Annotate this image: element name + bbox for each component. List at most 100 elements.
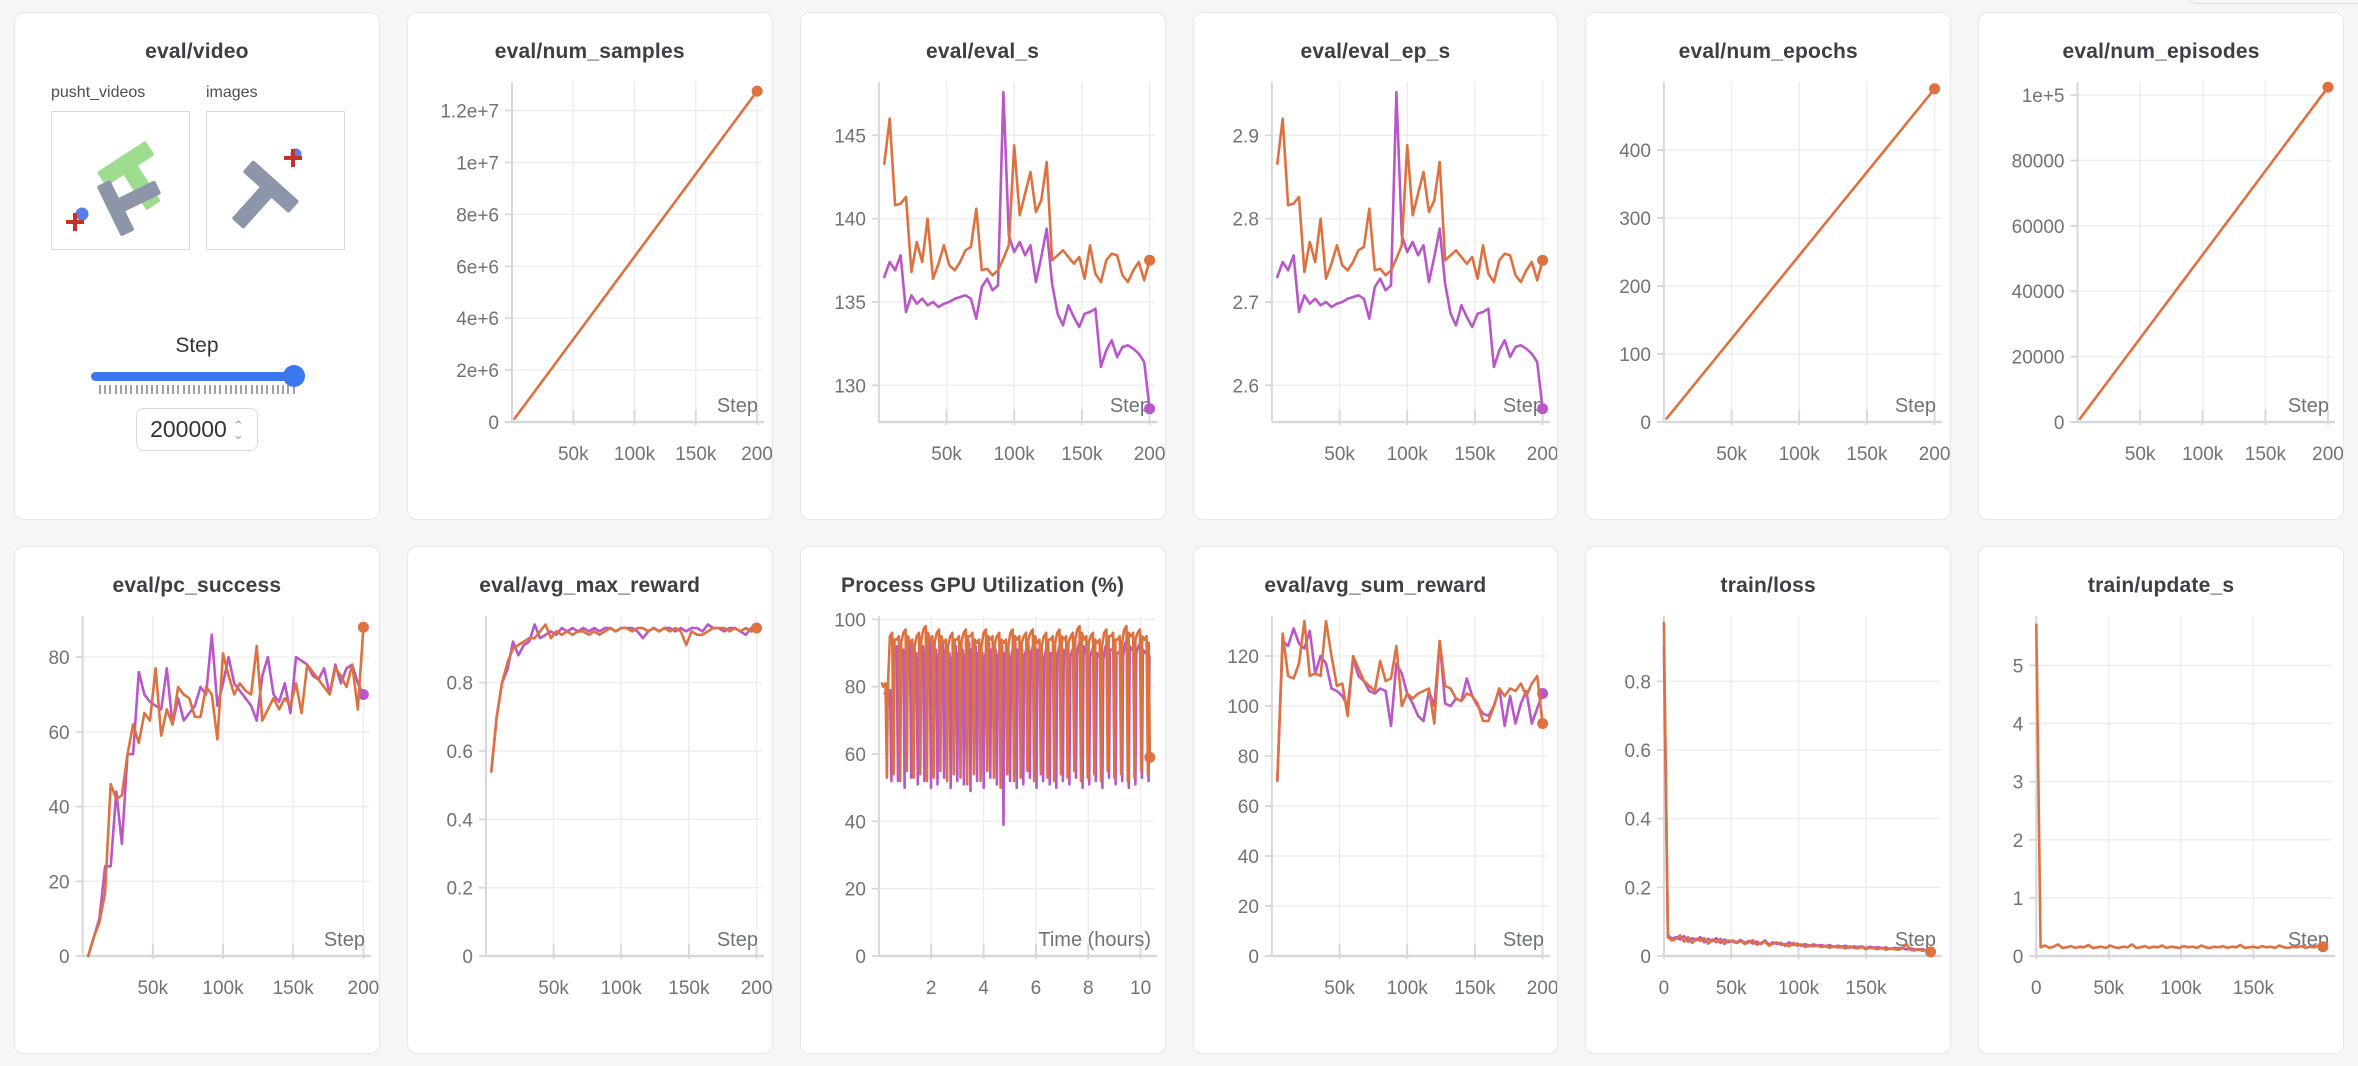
svg-text:0.6: 0.6 <box>1625 741 1651 762</box>
chart-panel-train_update_s: train/update_s 0 50k 100k 150k 0 1 2 3 4 5 Step <box>1978 546 2344 1054</box>
media-cell-pusht-videos: pusht_videos <box>51 84 190 250</box>
svg-text:0: 0 <box>1248 947 1259 968</box>
chart-title: eval/eval_s <box>926 40 1040 63</box>
svg-text:150k: 150k <box>1061 444 1103 465</box>
panel-eval-video: eval/video pusht_videos <box>14 12 380 520</box>
media-label: images <box>206 84 258 101</box>
svg-text:200: 200 <box>1526 444 1558 465</box>
svg-text:2: 2 <box>2013 831 2024 852</box>
chart-title: eval/avg_sum_reward <box>1264 574 1487 597</box>
svg-text:50k: 50k <box>2094 978 2125 999</box>
chart-panel-eval_avg_sum_reward: eval/avg_sum_reward 50k 100k 150k 200 0 20 40 6… <box>1192 546 1559 1054</box>
svg-text:200: 200 <box>1919 444 1951 465</box>
step-number-input[interactable]: 200000 ⌃ ⌄ <box>135 408 258 451</box>
step-spinner: ⌃ ⌄ <box>232 417 244 442</box>
svg-text:80: 80 <box>48 648 69 669</box>
svg-text:1: 1 <box>2013 889 2024 910</box>
svg-text:100k: 100k <box>1779 444 1821 465</box>
chart-panel-eval_eval_s: eval/eval_s 50k 100k 150k 200 130 135 140 145 St… <box>799 12 1166 520</box>
chart-plot-area[interactable]: 0 50k 100k 150k 0 0.2 0.4 0.6 0.8 Step <box>1586 600 1950 1036</box>
chart-panel-gpu_utilization: Process GPU Utilization (%) 2 4 6 8 10 0 20 40 6… <box>799 546 1166 1054</box>
svg-text:50k: 50k <box>1324 444 1355 465</box>
pusht-target-cross-icon <box>66 213 84 231</box>
svg-text:100k: 100k <box>2182 444 2224 465</box>
svg-text:50k: 50k <box>538 978 569 999</box>
chart-plot-area[interactable]: 2 4 6 8 10 0 20 40 60 80 100 Time (hours) <box>801 600 1165 1036</box>
svg-text:400: 400 <box>1620 141 1652 162</box>
svg-text:8: 8 <box>1083 978 1094 999</box>
step-slider-label: Step <box>175 334 219 357</box>
chart-plot-area[interactable]: 50k 100k 150k 200 0 100 200 300 400 Step <box>1586 66 1951 502</box>
step-slider[interactable] <box>90 365 305 394</box>
chart-plot-area[interactable]: 50k 100k 150k 200 0 20 40 60 80 Step <box>15 600 380 1036</box>
chart-plot-area[interactable]: 50k 100k 150k 200 130 135 140 145 Step <box>801 66 1165 502</box>
chart-title: eval/num_episodes <box>2062 40 2260 63</box>
svg-text:0: 0 <box>1641 413 1652 434</box>
media-label: pusht_videos <box>51 84 146 101</box>
svg-text:60: 60 <box>48 723 69 744</box>
svg-text:2.6: 2.6 <box>1232 376 1258 397</box>
svg-text:50k: 50k <box>931 444 962 465</box>
chart-title: eval/num_samples <box>494 40 685 63</box>
svg-text:140: 140 <box>834 210 866 231</box>
step-slider-thumb[interactable] <box>282 365 305 387</box>
chart-title: eval/eval_ep_s <box>1300 40 1451 63</box>
svg-text:80: 80 <box>844 678 865 699</box>
svg-text:20: 20 <box>844 880 865 901</box>
svg-text:0: 0 <box>462 947 473 968</box>
svg-text:4: 4 <box>2013 715 2024 736</box>
svg-text:130: 130 <box>834 376 866 397</box>
svg-text:Step: Step <box>717 929 758 951</box>
chart-title: train/update_s <box>2087 574 2235 597</box>
spinner-down-icon[interactable]: ⌄ <box>232 426 244 442</box>
svg-text:100: 100 <box>1227 697 1259 718</box>
svg-text:0: 0 <box>855 947 866 968</box>
svg-text:6e+6: 6e+6 <box>456 257 499 278</box>
spinner-up-icon[interactable]: ⌃ <box>232 417 244 433</box>
svg-text:10: 10 <box>1130 978 1151 999</box>
svg-text:0: 0 <box>2031 978 2042 999</box>
svg-text:4e+6: 4e+6 <box>456 309 499 330</box>
svg-text:120: 120 <box>1227 647 1259 668</box>
chart-panel-eval_pc_success: eval/pc_success 50k 100k 150k 200 0 20 40 60 80 S… <box>14 546 380 1054</box>
pusht-env-render <box>66 141 161 236</box>
svg-text:3: 3 <box>2013 773 2024 794</box>
svg-text:100k: 100k <box>1386 978 1428 999</box>
chart-plot-area[interactable]: 50k 100k 150k 200 0 20000 40000 60000 80000 1e+5 S… <box>1979 66 2343 502</box>
svg-text:100k: 100k <box>600 978 642 999</box>
chart-title: Process GPU Utilization (%) <box>841 574 1125 597</box>
chart-title: eval/pc_success <box>112 574 282 597</box>
svg-text:0.8: 0.8 <box>1625 672 1651 693</box>
svg-text:100: 100 <box>1620 345 1652 366</box>
step-slider-track[interactable] <box>90 365 305 387</box>
chart-plot-area[interactable]: 50k 100k 150k 200 0 20 40 60 80 100 120 Step <box>1194 600 1558 1036</box>
pusht-videos-thumbnail[interactable] <box>51 111 190 250</box>
chart-plot-area[interactable]: 50k 100k 150k 200 2.6 2.7 2.8 2.9 Step <box>1194 66 1558 502</box>
pusht-block-t-icon <box>232 160 299 229</box>
svg-text:0.6: 0.6 <box>446 742 472 763</box>
chart-panel-eval_num_episodes: eval/num_episodes 50k 100k 150k 200 0 20000 40… <box>1978 12 2344 520</box>
images-thumbnail[interactable] <box>206 111 345 250</box>
chart-plot-area[interactable]: 50k 100k 150k 200 0 2e+6 4e+6 6e+6 8e+6 1e+7 1.2e+… <box>408 66 772 502</box>
svg-text:2.9: 2.9 <box>1232 126 1258 147</box>
chart-panel-eval_avg_max_reward: eval/avg_max_reward 50k 100k 150k 200 0 0.2 0.… <box>406 546 773 1054</box>
svg-text:100k: 100k <box>614 444 656 465</box>
svg-text:40: 40 <box>1237 847 1258 868</box>
svg-text:1e+5: 1e+5 <box>2022 86 2065 107</box>
svg-text:200: 200 <box>1526 978 1558 999</box>
svg-text:60000: 60000 <box>2012 217 2065 238</box>
svg-text:Step: Step <box>1502 395 1543 417</box>
chart-plot-area[interactable]: 0 50k 100k 150k 0 1 2 3 4 5 Step <box>1979 600 2343 1036</box>
svg-text:200: 200 <box>348 978 380 999</box>
svg-text:6: 6 <box>1030 978 1041 999</box>
svg-text:135: 135 <box>834 293 866 314</box>
svg-text:0: 0 <box>1641 947 1652 968</box>
media-row: pusht_videos <box>15 84 379 250</box>
svg-text:5: 5 <box>2013 656 2024 677</box>
svg-text:50k: 50k <box>1716 978 1747 999</box>
chart-plot-area[interactable]: 50k 100k 150k 200 0 0.2 0.4 0.6 0.8 Step <box>408 600 772 1036</box>
svg-text:0: 0 <box>2013 947 2024 968</box>
svg-text:150k: 150k <box>1846 978 1888 999</box>
svg-text:2: 2 <box>926 978 937 999</box>
svg-text:Step: Step <box>1110 395 1151 417</box>
